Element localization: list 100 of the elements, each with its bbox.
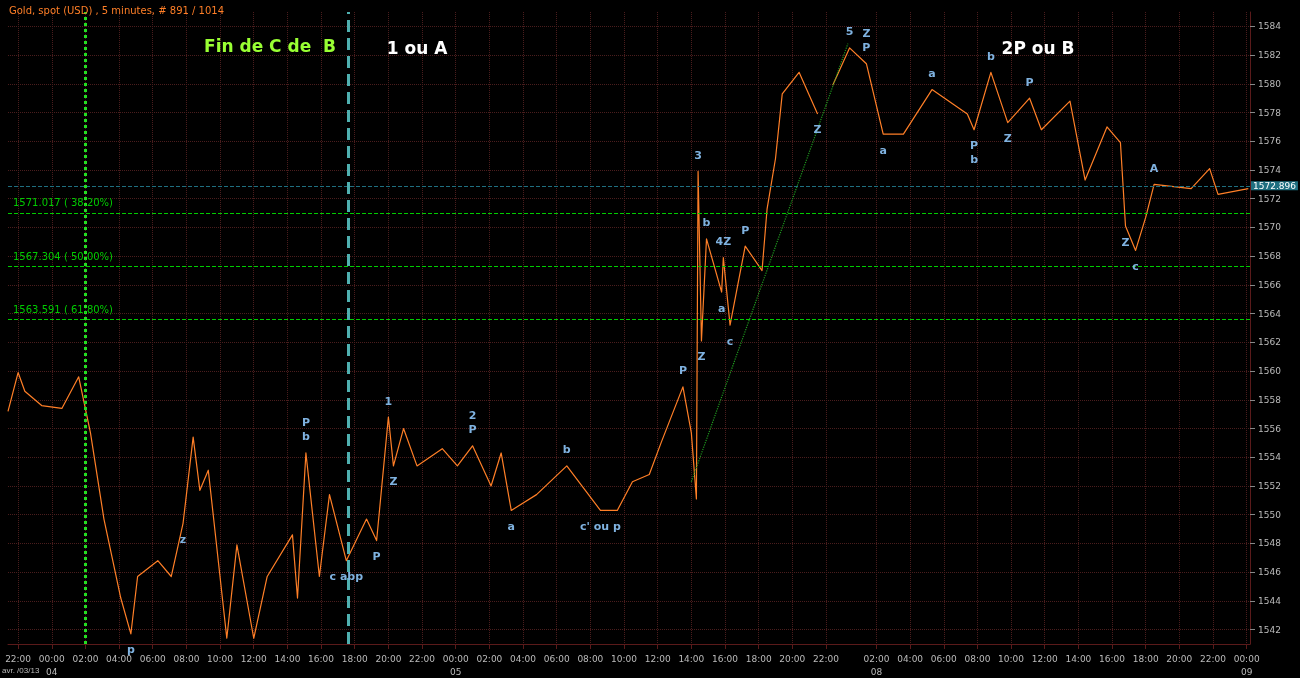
y-tick-label: 1554	[1257, 452, 1282, 463]
y-tick-label: 1550	[1257, 509, 1282, 520]
annotation: Z	[697, 350, 706, 364]
x-tick-label: 22:00	[5, 653, 32, 664]
chart-title: Gold, spot (USD) , 5 minutes, # 891 / 1014	[9, 4, 225, 16]
annotation: P	[862, 41, 871, 55]
x-tick-label: 10:00	[611, 653, 638, 664]
annotation: c	[726, 334, 734, 348]
y-tick-label: 1544	[1257, 595, 1282, 606]
y-tick-label: 1582	[1257, 50, 1281, 61]
annotation: c abp	[329, 570, 364, 584]
x-tick-label: 22:00	[1199, 653, 1227, 664]
annotation: 1 ou A	[386, 38, 449, 58]
y-tick-label: 1568	[1257, 251, 1282, 262]
x-tick-label: 10:00	[998, 653, 1025, 664]
annotation: b	[970, 153, 979, 167]
annotation: z	[179, 532, 187, 546]
x-tick-label: 02:00	[476, 653, 503, 664]
x-tick-label: 08:00	[173, 653, 200, 664]
x-tick-label: 00:00 05	[442, 653, 469, 677]
annotation: c' ou p	[580, 519, 621, 533]
y-tick-label: 1548	[1257, 538, 1282, 549]
annotation: a	[717, 301, 726, 315]
y-tick-label: 1580	[1257, 78, 1282, 89]
y-tick-label: 1572	[1257, 193, 1281, 204]
x-tick-label: 20:00	[779, 653, 806, 664]
x-tick-label: 06:00	[543, 653, 570, 664]
annotation: P	[678, 364, 687, 378]
y-tick-label: 1566	[1257, 279, 1282, 290]
x-axis-title: avr. /03/13	[2, 665, 40, 675]
annotation: Z	[389, 475, 398, 489]
annotation: 5	[845, 25, 854, 39]
x-tick-label: 08:00	[577, 653, 604, 664]
annotation: 3	[694, 148, 702, 162]
x-tick-label: 16:00	[712, 653, 739, 664]
annotation: Z	[1121, 235, 1130, 249]
y-tick-label: 1584	[1257, 21, 1282, 32]
x-tick-label: 12:00	[1031, 653, 1058, 664]
x-tick-label: 14:00	[678, 653, 705, 664]
ref-line-label: Fin de C de B	[204, 36, 336, 56]
ref-line-label: 1572.896	[1252, 180, 1297, 191]
annotation: Z	[813, 123, 822, 137]
annotation: A	[1149, 161, 1159, 175]
annotation: P	[372, 550, 381, 564]
annotation: b	[986, 49, 995, 63]
x-tick-label: 20:00	[375, 653, 402, 664]
y-tick-label: 1576	[1257, 136, 1282, 147]
y-tick-label: 1562	[1257, 337, 1281, 348]
x-tick-label: 06:00	[930, 653, 957, 664]
annotation: b	[702, 216, 711, 230]
y-tick-label: 1556	[1257, 423, 1282, 434]
x-tick-label: 06:00	[139, 653, 166, 664]
x-tick-label: 00:00 04	[38, 653, 65, 677]
annotation: 1	[384, 394, 393, 408]
x-tick-label: 02:00 08	[863, 653, 890, 677]
y-tick-label: 1542	[1257, 624, 1281, 635]
x-tick-label: 18:00	[1132, 653, 1159, 664]
x-tick-label: 04:00	[510, 653, 537, 664]
x-tick-label: 22:00	[813, 653, 840, 664]
y-tick-label: 1560	[1257, 366, 1282, 377]
annotation: P	[1025, 75, 1034, 89]
annotation: P	[969, 139, 978, 153]
y-tick-label: 1570	[1257, 222, 1282, 233]
x-tick-label: 14:00	[1065, 653, 1092, 664]
annotation: P	[301, 416, 310, 430]
annotation: a	[928, 67, 936, 81]
annotation: 2	[468, 409, 477, 423]
annotation: P	[468, 423, 477, 437]
annotation: b	[301, 430, 310, 444]
annotation: 4Z	[715, 235, 732, 249]
ref-line-label: 1571.017 ( 38.20%)	[13, 197, 114, 209]
x-tick-label: 20:00	[1166, 653, 1193, 664]
x-tick-label: 12:00	[644, 653, 671, 664]
y-tick-label: 1578	[1257, 107, 1282, 118]
x-tick-label: 12:00	[240, 653, 267, 664]
x-tick-label: 00:00 09	[1233, 653, 1260, 677]
annotation: P	[741, 223, 750, 237]
annotation: b	[562, 443, 571, 457]
x-tick-label: 22:00	[409, 653, 436, 664]
y-tick-label: 1558	[1257, 394, 1282, 405]
annotation: a	[507, 519, 515, 533]
annotation: Z	[862, 27, 871, 41]
ref-line-label: 1567.304 ( 50.00%)	[13, 250, 114, 262]
ref-line-label: 1563.591 ( 61.80%)	[13, 304, 114, 316]
x-tick-label: 18:00	[745, 653, 772, 664]
y-tick-label: 1546	[1257, 567, 1282, 578]
x-tick-label: 18:00	[341, 653, 368, 664]
x-tick-label: 02:00	[72, 653, 99, 664]
y-tick-label: 1552	[1257, 481, 1281, 491]
y-tick-label: 1564	[1257, 308, 1282, 319]
x-tick-label: 10:00	[207, 653, 234, 664]
annotation: 2P ou B	[1001, 38, 1075, 58]
y-tick-label: 1574	[1257, 165, 1282, 175]
x-tick-label: 04:00	[897, 653, 924, 664]
x-tick-label: 08:00	[964, 653, 991, 664]
x-tick-label: 14:00	[274, 653, 301, 664]
x-tick-label: 16:00	[1098, 653, 1126, 664]
x-tick-label: 16:00	[308, 653, 335, 664]
annotation: Z	[1003, 132, 1012, 146]
annotation: a	[879, 143, 887, 157]
